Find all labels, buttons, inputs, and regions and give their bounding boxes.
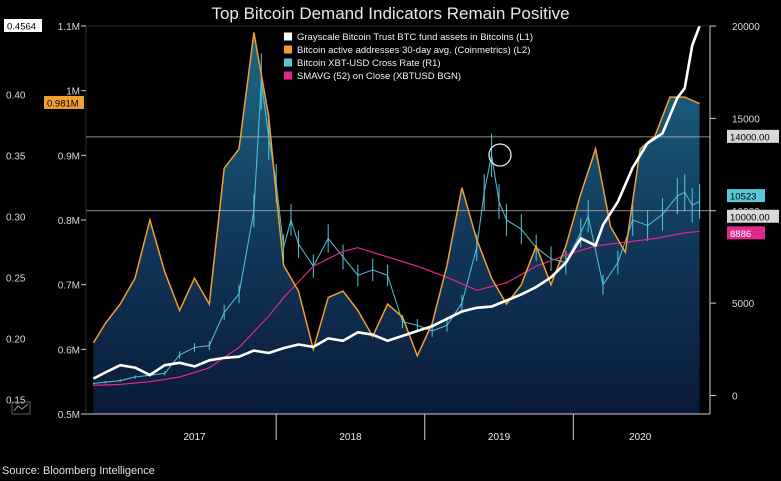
legend-swatch (284, 58, 292, 67)
active-addresses-fill (93, 32, 700, 414)
x-tick-label: 2018 (339, 432, 362, 443)
legend-background (278, 28, 616, 90)
reference-tag-10000: 10000.00 (730, 212, 770, 223)
grayscale-line (92, 25, 701, 380)
smavg-series (93, 230, 700, 386)
active-addresses-series (92, 32, 700, 358)
legend-label: Bitcoin XBT-USD Cross Rate (R1) (297, 58, 441, 69)
x-tick-label: 2019 (488, 432, 511, 443)
chart-type-icon (13, 403, 29, 412)
left-inner-tick-label: 0.6M (58, 345, 80, 356)
active-addresses-area (93, 32, 700, 414)
active-addresses-line (92, 32, 700, 358)
smavg-tag-box (727, 226, 765, 240)
right-tick-label: 15000 (732, 114, 760, 125)
grayscale-series (92, 25, 701, 380)
right-tick-label: 5000 (732, 299, 755, 310)
left-inner-tick-label: 1M (66, 87, 80, 98)
left-outer-tick-label: 0.35 (6, 151, 26, 162)
legend-swatch (284, 32, 292, 41)
left-outer-tick-label: 0.30 (6, 212, 26, 223)
legend-label: Grayscale Bitcoin Trust BTC fund assets … (297, 32, 533, 43)
left-outer-tick-label: 0.15 (6, 395, 26, 406)
smavg-tag: 8886 (730, 229, 751, 240)
source-note: Source: Bloomberg Intelligence (2, 465, 155, 477)
left-inner-tick-label: 0.7M (58, 281, 80, 292)
reference-tag-10000-box (727, 209, 779, 223)
right-tick-label: 20000 (732, 22, 760, 33)
legend-label: Bitcoin active addresses 30-day avg. (Co… (297, 45, 530, 56)
reference-lines (86, 136, 710, 212)
active-addresses-tag: 0.981M (47, 98, 79, 109)
left-inner-tick-label: 0.9M (58, 151, 80, 162)
legend: Grayscale Bitcoin Trust BTC fund assets … (278, 28, 616, 90)
legend-label: SMAVG (52) on Close (XBTUSD BGN) (297, 71, 461, 82)
grayscale-tag: 0.4564 (7, 22, 36, 33)
last-value-tags: 0.4564 0.981M 14000.00 10523 10000.00 8886 (4, 19, 779, 240)
chart-title: Top Bitcoin Demand Indicators Remain Pos… (211, 4, 570, 23)
chart-type-icon-box (11, 401, 31, 415)
grayscale-tag-box (4, 19, 42, 32)
x-tick-label: 2017 (183, 432, 206, 443)
legend-swatch (284, 45, 292, 54)
left-outer-tick-label: 0.40 (6, 90, 26, 101)
left-inner-tick-label: 0.8M (58, 216, 80, 227)
right-tick-label: 0 (732, 392, 738, 403)
smavg-line (93, 230, 700, 386)
left-inner-tick-label: 0.5M (58, 410, 80, 421)
annotations (11, 143, 512, 415)
price-series (92, 53, 701, 385)
price-tag: 10523 (730, 192, 756, 203)
left-inner-tick-label: 1.1M (58, 22, 80, 33)
price-tag-box (727, 189, 765, 203)
reference-tag-14000-box (727, 129, 779, 143)
x-tick-label: 2020 (629, 432, 652, 443)
legend-swatch (284, 71, 292, 80)
highlight-circle (488, 143, 512, 167)
active-addresses-tag-box (44, 95, 84, 109)
left-outer-tick-label: 0.25 (6, 273, 26, 284)
reference-tag-14000: 14000.00 (730, 132, 770, 143)
left-outer-tick-label: 0.20 (6, 334, 26, 345)
